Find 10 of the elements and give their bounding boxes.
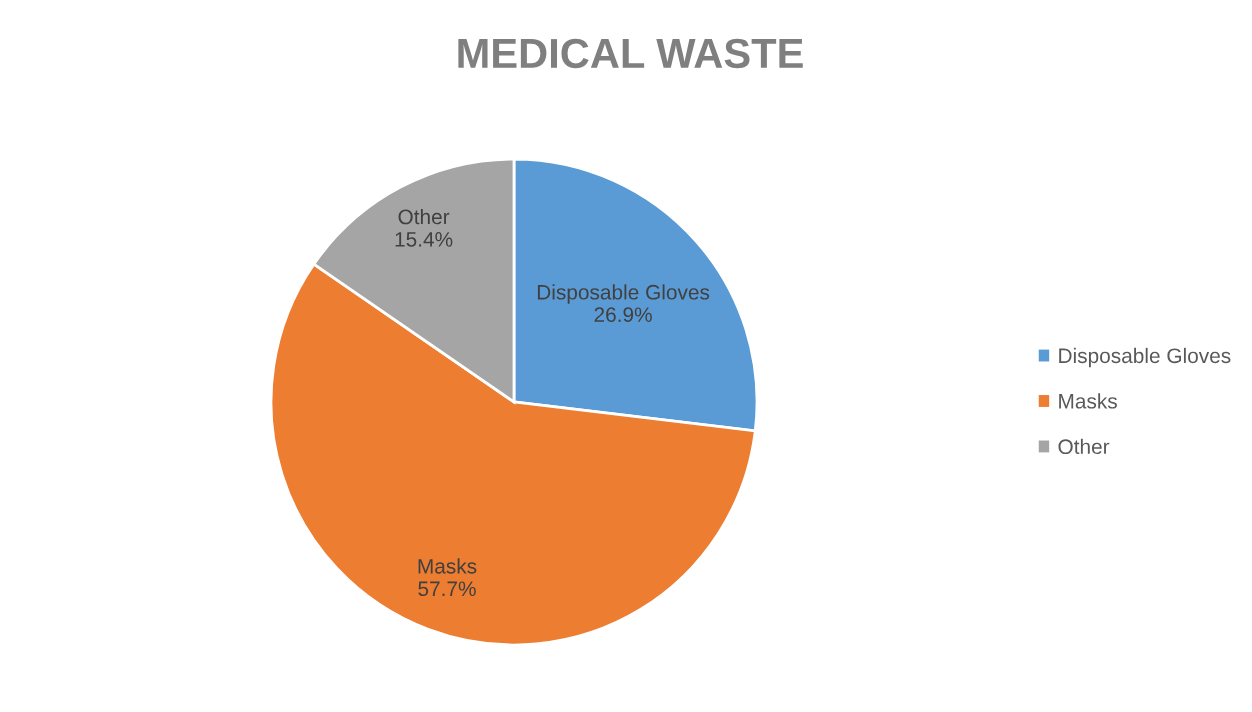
legend-label: Other [1058,438,1110,455]
chart-title: MEDICAL WASTE [458,38,803,69]
data-label: 26.9% [594,307,652,323]
legend-label: Masks [1059,393,1117,409]
legend-label: Disposable Gloves [1059,347,1231,368]
slice-label: Masks [418,558,477,574]
data-label: 15.4% [395,232,453,247]
slice-label: Other [398,208,450,225]
slice-label: Disposable Gloves [537,284,710,304]
data-label: 57.7% [418,581,476,597]
